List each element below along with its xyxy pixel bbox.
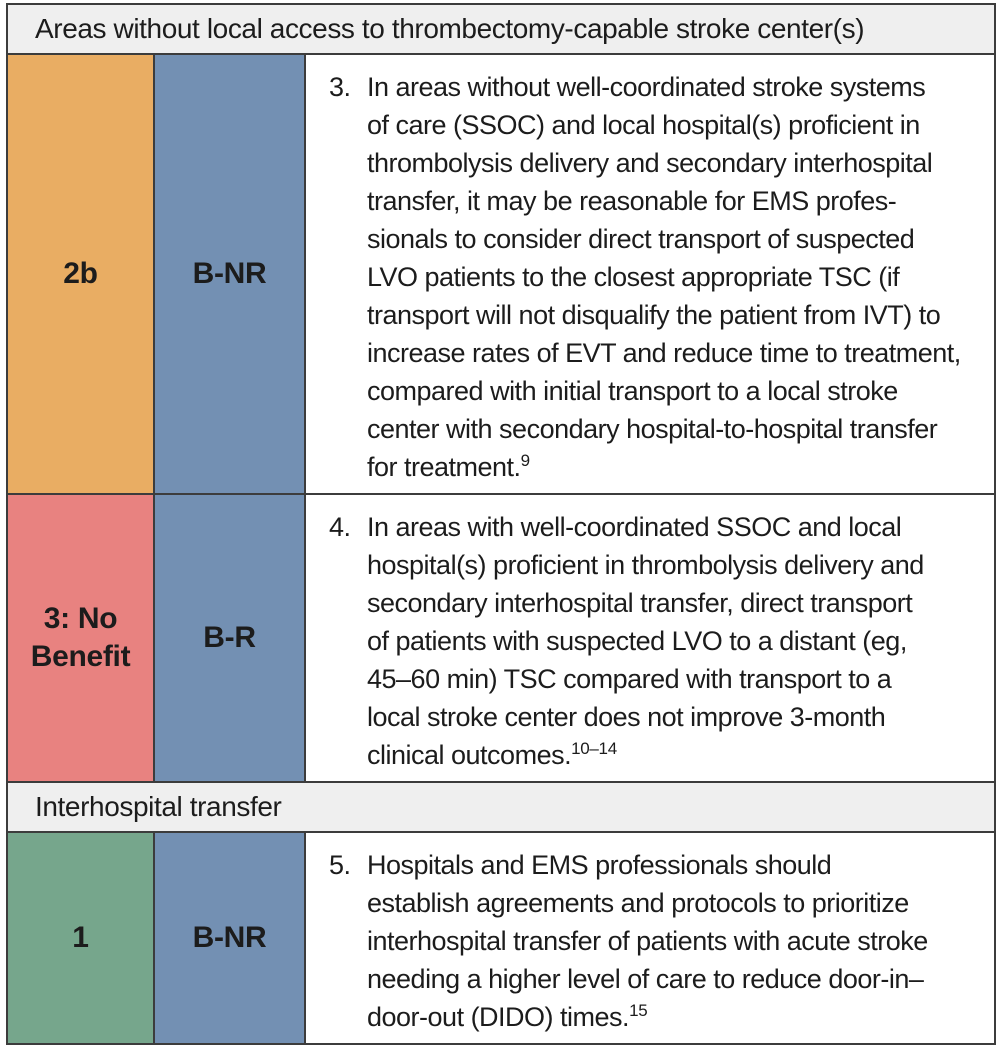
section-header-no-local-access: Areas without local access to thrombecto… (8, 5, 994, 55)
cor-cell: 1 (8, 833, 155, 1043)
recommendation-number: 3. (329, 72, 351, 102)
loe-cell: B-NR (155, 55, 306, 493)
recommendation-text-block: 3. In areas without well-coordinated str… (329, 68, 982, 486)
recommendation-text-block: 4. In areas with well-coordinated SSOC a… (329, 508, 982, 774)
recommendation-cell: 5. Hospitals and EMS professionals shoul… (306, 833, 994, 1043)
recommendation-cell: 4. In areas with well-coordinated SSOC a… (306, 495, 994, 781)
loe-label: B-NR (192, 257, 267, 290)
recommendation-text: In areas without well-coordinated stroke… (367, 72, 961, 482)
section-title: Areas without local access to thrombecto… (35, 13, 865, 44)
reference-superscript: 10–14 (571, 739, 617, 758)
cor-label: 2b (63, 257, 98, 290)
cor-cell: 2b (8, 55, 155, 493)
table-row-recommendation-5: 1 B-NR 5. Hospitals and EMS professional… (8, 833, 994, 1043)
loe-label: B-R (203, 621, 256, 654)
cor-cell: 3: No Benefit (8, 495, 155, 781)
reference-superscript: 9 (520, 451, 530, 470)
loe-cell: B-R (155, 495, 306, 781)
recommendation-number: 5. (329, 850, 351, 880)
recommendation-table: Areas without local access to thrombecto… (6, 3, 996, 1045)
reference-superscript: 15 (629, 1001, 648, 1020)
cor-label: 3: No Benefit (30, 602, 131, 673)
table-row-recommendation-4: 3: No Benefit B-R 4. In areas with well-… (8, 493, 994, 781)
recommendation-number: 4. (329, 512, 351, 542)
recommendation-text: In areas with well-coordinated SSOC and … (367, 512, 924, 770)
loe-cell: B-NR (155, 833, 306, 1043)
section-header-interhospital-transfer: Interhospital transfer (8, 781, 994, 833)
table-row-recommendation-3: 2b B-NR 3. In areas without well-coordin… (8, 55, 994, 493)
loe-label: B-NR (192, 921, 267, 954)
recommendation-text: Hospitals and EMS professionals should e… (367, 850, 928, 1032)
section-title: Interhospital transfer (35, 791, 282, 822)
recommendation-cell: 3. In areas without well-coordinated str… (306, 55, 994, 493)
cor-label: 1 (72, 921, 89, 954)
recommendation-text-block: 5. Hospitals and EMS professionals shoul… (329, 846, 982, 1036)
